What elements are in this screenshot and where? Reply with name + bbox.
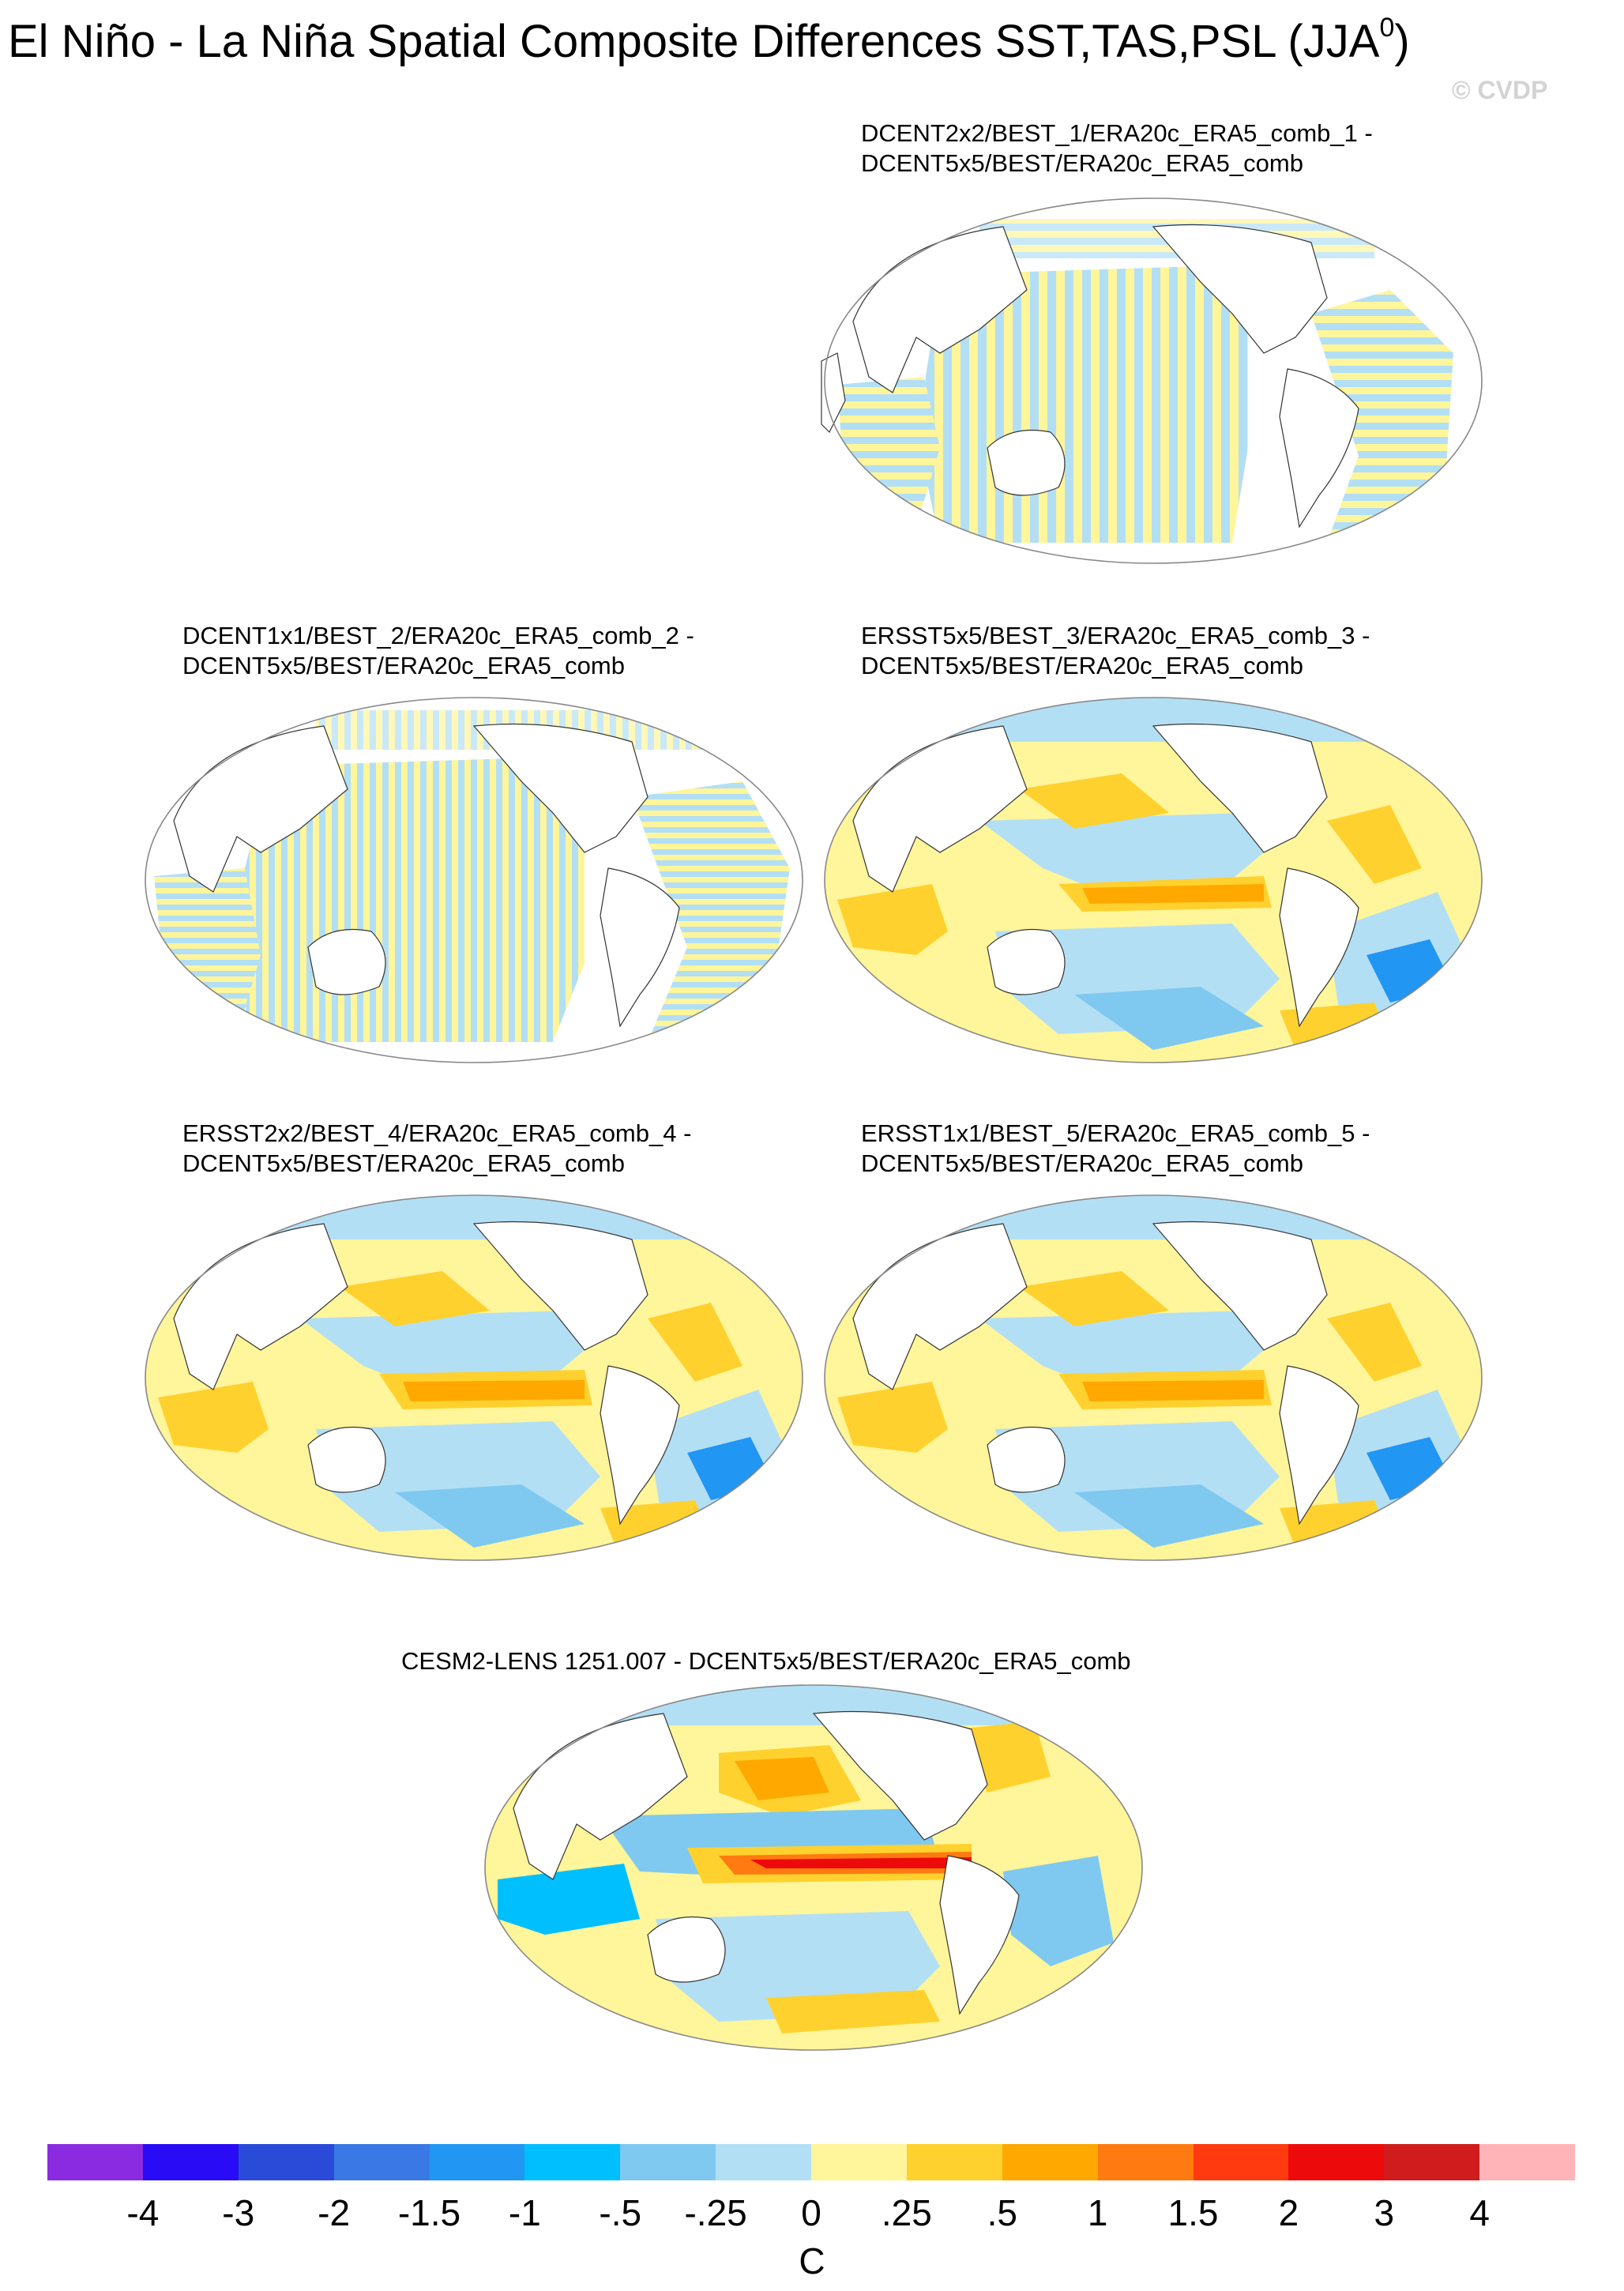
figure-title: El Niño - La Niña Spatial Composite Diff… (8, 14, 1410, 67)
colorbar-label: 2 (1278, 2192, 1299, 2233)
colorbar-swatch (1384, 2144, 1480, 2180)
colorbar (47, 2144, 1575, 2180)
colorbar-label: 0 (801, 2192, 821, 2233)
colorbar-swatch (1002, 2144, 1098, 2180)
figure-title-superscript: 0 (1379, 13, 1395, 43)
map-panel-2 (145, 697, 803, 1063)
panel-1-title: DCENT2x2/BEST_1/ERA20c_ERA5_comb_1 - DCEN… (861, 119, 1373, 177)
colorbar-swatch (429, 2144, 525, 2180)
ocean-mesh-atlantic (1311, 290, 1453, 543)
colorbar-swatch (906, 2144, 1002, 2180)
colorbar-label: 3 (1374, 2192, 1395, 2233)
colorbar-label: -4 (126, 2192, 160, 2233)
colorbar-swatch (1193, 2144, 1289, 2180)
colorbar-label: -1 (508, 2192, 541, 2233)
colorbar-swatch (1479, 2144, 1575, 2180)
colorbar-swatch (620, 2144, 716, 2180)
colorbar-swatch (333, 2144, 430, 2180)
colorbar-label: 1 (1087, 2192, 1108, 2233)
colorbar-swatch (524, 2144, 621, 2180)
coastline-south-america (1279, 368, 1359, 529)
coastline-australia (987, 430, 1066, 496)
map-panel-3 (824, 697, 1483, 1063)
colorbar-swatch (47, 2144, 143, 2180)
colorbar-swatch (716, 2144, 811, 2180)
map-panel-4 (145, 1194, 803, 1561)
colorbar-label: .5 (987, 2192, 1017, 2233)
map-panel-5 (824, 1194, 1483, 1561)
coastline-north-america (1152, 224, 1328, 354)
panel-5-title: ERSST1x1/BEST_5/ERA20c_ERA5_comb_5 - DCEN… (861, 1119, 1370, 1177)
colorbar-label: .25 (881, 2192, 932, 2233)
colorbar-swatch (811, 2144, 907, 2180)
panel-2-title: DCENT1x1/BEST_2/ERA20c_ERA5_comb_2 - DCEN… (182, 622, 694, 679)
coastline-africa (821, 352, 846, 434)
colorbar-label: -.5 (599, 2192, 642, 2233)
colorbar-label: -2 (318, 2192, 351, 2233)
colorbar-swatch (1288, 2144, 1385, 2180)
colorbar-swatch (238, 2144, 334, 2180)
colorbar-label: -.25 (684, 2192, 747, 2233)
panel-4-title: ERSST2x2/BEST_4/ERA20c_ERA5_comb_4 - DCEN… (182, 1119, 692, 1177)
colorbar-swatch (1097, 2144, 1194, 2180)
colorbar-label: 1.5 (1167, 2192, 1219, 2233)
panel-6-title: CESM2-LENS 1251.007 - DCENT5x5/BEST/ERA2… (401, 1647, 1131, 1675)
colorbar-label: -1.5 (397, 2192, 461, 2233)
colorbar-label: 4 (1469, 2192, 1490, 2233)
colorbar-unit: C (799, 2240, 825, 2282)
figure-title-close: ) (1394, 16, 1410, 67)
panel-3-title: ERSST5x5/BEST_3/ERA20c_ERA5_comb_3 - DCEN… (861, 622, 1370, 679)
figure-title-text: El Niño - La Niña Spatial Composite Diff… (8, 16, 1380, 67)
watermark: © CVDP (1452, 76, 1548, 104)
colorbar-label: -3 (222, 2192, 255, 2233)
map-panel-6 (484, 1684, 1143, 2051)
colorbar-swatch (142, 2144, 239, 2180)
map-panel-1 (821, 198, 1483, 564)
